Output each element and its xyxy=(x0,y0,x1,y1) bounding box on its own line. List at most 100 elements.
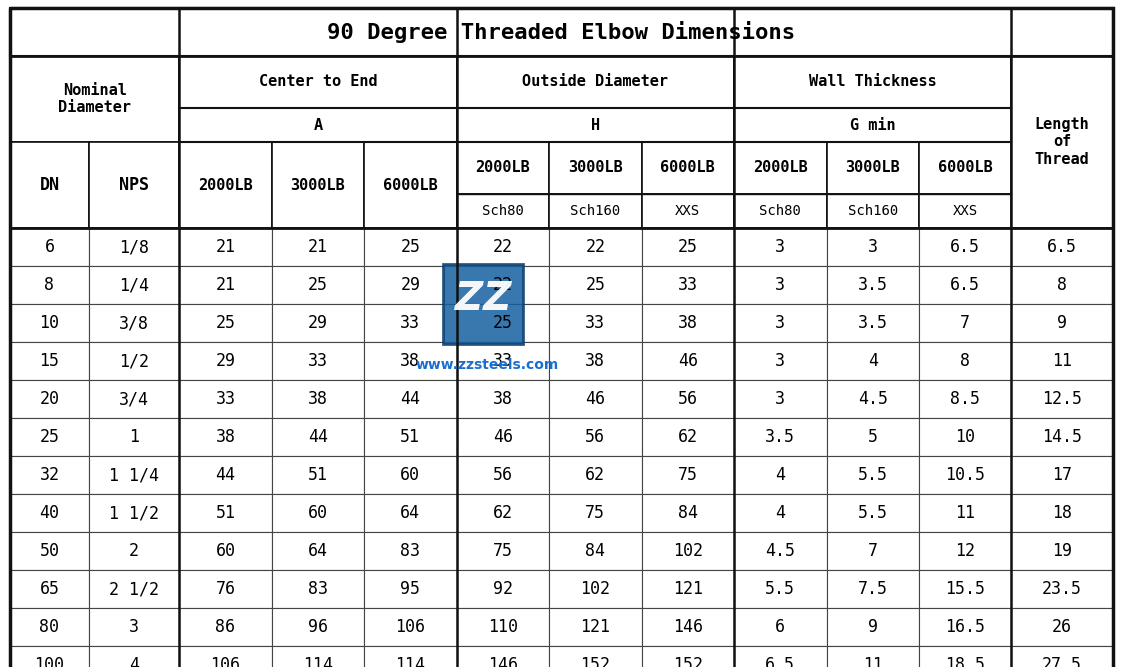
Bar xyxy=(734,56,1012,108)
Text: 10: 10 xyxy=(956,428,975,446)
Bar xyxy=(827,194,919,228)
Text: 4.5: 4.5 xyxy=(765,542,795,560)
Bar xyxy=(549,456,641,494)
Text: 33: 33 xyxy=(678,276,697,294)
Text: 110: 110 xyxy=(487,618,518,636)
Text: 75: 75 xyxy=(678,466,697,484)
Bar xyxy=(180,532,272,570)
Text: 80: 80 xyxy=(39,618,60,636)
Bar xyxy=(457,494,549,532)
Bar xyxy=(641,494,734,532)
Text: 25: 25 xyxy=(585,276,605,294)
Bar xyxy=(549,304,641,342)
Bar xyxy=(641,608,734,646)
Text: G min: G min xyxy=(850,117,895,133)
Text: 22: 22 xyxy=(493,276,513,294)
Bar xyxy=(734,304,827,342)
Text: 33: 33 xyxy=(216,390,236,408)
Bar xyxy=(180,142,272,228)
Text: 146: 146 xyxy=(487,656,518,667)
Text: 152: 152 xyxy=(581,656,610,667)
Bar xyxy=(10,342,89,380)
Bar xyxy=(734,380,827,418)
Text: 51: 51 xyxy=(216,504,236,522)
Text: 33: 33 xyxy=(493,352,513,370)
Text: 95: 95 xyxy=(401,580,420,598)
Bar xyxy=(89,532,180,570)
Bar xyxy=(827,342,919,380)
Bar xyxy=(1012,304,1113,342)
Text: 7: 7 xyxy=(960,314,970,332)
Text: 4: 4 xyxy=(775,504,785,522)
Text: 40: 40 xyxy=(39,504,60,522)
Bar xyxy=(364,418,457,456)
Text: 38: 38 xyxy=(585,352,605,370)
Text: 15.5: 15.5 xyxy=(946,580,985,598)
Bar xyxy=(10,8,1113,56)
Bar xyxy=(89,608,180,646)
Bar xyxy=(549,646,641,667)
Bar xyxy=(919,194,1012,228)
Text: Outside Diameter: Outside Diameter xyxy=(522,75,668,89)
Bar xyxy=(10,142,89,228)
Text: 38: 38 xyxy=(493,390,513,408)
Bar xyxy=(457,194,549,228)
FancyBboxPatch shape xyxy=(442,264,523,344)
Text: 38: 38 xyxy=(401,352,420,370)
Bar xyxy=(734,228,827,266)
Bar xyxy=(364,228,457,266)
Text: 3.5: 3.5 xyxy=(858,314,888,332)
Text: 25: 25 xyxy=(493,314,513,332)
Text: 114: 114 xyxy=(303,656,332,667)
Bar xyxy=(10,380,89,418)
Bar xyxy=(919,532,1012,570)
Bar xyxy=(549,228,641,266)
Bar xyxy=(457,142,549,194)
Text: Sch160: Sch160 xyxy=(570,204,621,218)
Text: 7: 7 xyxy=(868,542,878,560)
Text: 16.5: 16.5 xyxy=(946,618,985,636)
Bar xyxy=(180,342,272,380)
Text: 6: 6 xyxy=(45,238,55,256)
Bar xyxy=(919,646,1012,667)
Bar xyxy=(89,380,180,418)
Text: 10.5: 10.5 xyxy=(946,466,985,484)
Text: 146: 146 xyxy=(673,618,703,636)
Bar xyxy=(919,494,1012,532)
Text: 6.5: 6.5 xyxy=(950,238,980,256)
Bar xyxy=(734,456,827,494)
Text: 8: 8 xyxy=(45,276,55,294)
Bar xyxy=(272,142,364,228)
Text: 121: 121 xyxy=(673,580,703,598)
Text: 3: 3 xyxy=(868,238,878,256)
Bar xyxy=(734,494,827,532)
Bar xyxy=(641,194,734,228)
Bar xyxy=(457,646,549,667)
Text: 6.5: 6.5 xyxy=(950,276,980,294)
Text: Length
of
Thread: Length of Thread xyxy=(1035,117,1089,167)
Text: 4: 4 xyxy=(775,466,785,484)
Bar xyxy=(364,142,457,228)
Bar xyxy=(919,228,1012,266)
Text: 56: 56 xyxy=(678,390,697,408)
Text: 33: 33 xyxy=(308,352,328,370)
Text: 60: 60 xyxy=(216,542,236,560)
Text: 10: 10 xyxy=(39,314,60,332)
Bar xyxy=(827,380,919,418)
Text: 3000LB: 3000LB xyxy=(568,161,623,175)
Text: A: A xyxy=(313,117,322,133)
Bar xyxy=(272,532,364,570)
Text: 25: 25 xyxy=(401,238,420,256)
Text: 44: 44 xyxy=(216,466,236,484)
Bar xyxy=(10,608,89,646)
Text: 102: 102 xyxy=(673,542,703,560)
Text: 6: 6 xyxy=(775,618,785,636)
Bar xyxy=(10,56,180,142)
Text: 114: 114 xyxy=(395,656,426,667)
Bar xyxy=(457,266,549,304)
Bar xyxy=(734,342,827,380)
Text: 62: 62 xyxy=(493,504,513,522)
Bar xyxy=(549,494,641,532)
Bar xyxy=(457,608,549,646)
Bar xyxy=(919,304,1012,342)
